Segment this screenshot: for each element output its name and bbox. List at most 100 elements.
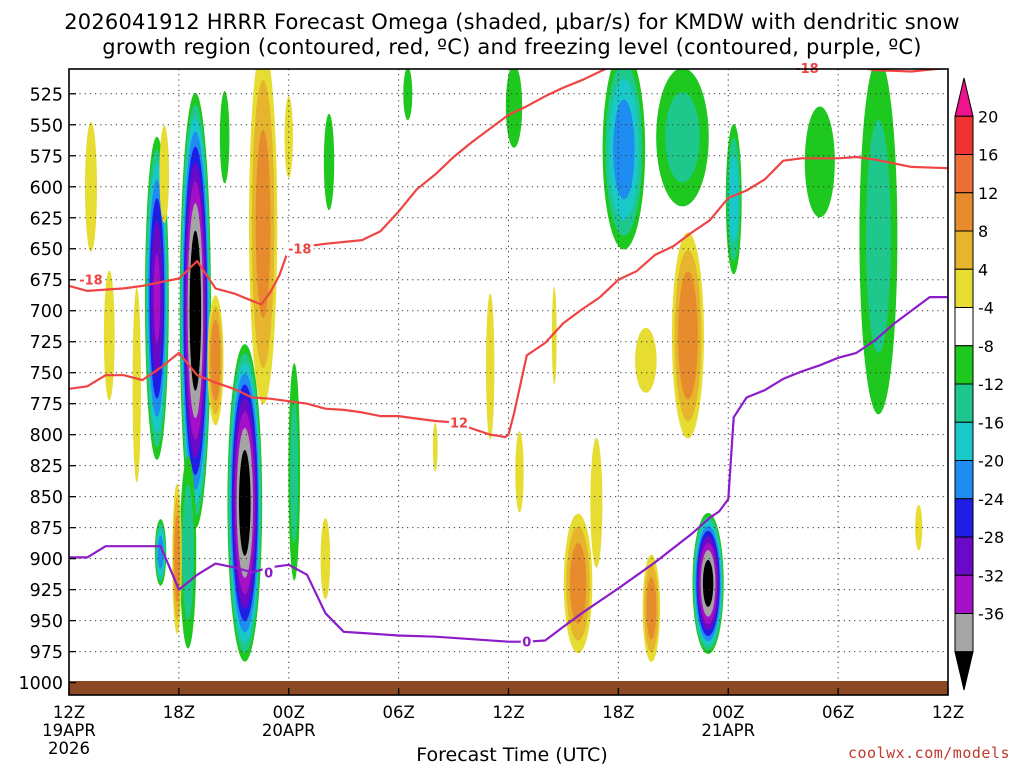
colorbar-label: -16 bbox=[978, 413, 1004, 432]
omega-feature-4 bbox=[227, 344, 263, 662]
omega-feature-24 bbox=[320, 518, 331, 600]
x-tick-label: 00Z bbox=[712, 703, 744, 722]
colorbar-label: 4 bbox=[978, 260, 988, 279]
y-tick-label: 700 bbox=[30, 302, 63, 322]
omega-feature-17 bbox=[103, 270, 115, 401]
y-tick-label: 650 bbox=[30, 240, 63, 260]
omega-contour-12 bbox=[210, 319, 221, 401]
omega-contour--8 bbox=[865, 119, 891, 353]
omega-contour-4 bbox=[159, 125, 170, 224]
colorbar-label: -4 bbox=[978, 299, 994, 318]
omega-contour--36 bbox=[189, 230, 202, 391]
contour-line-2 bbox=[69, 296, 948, 643]
colorbar-label: -12 bbox=[978, 375, 1004, 394]
y-tick-label: 725 bbox=[30, 333, 63, 353]
y-tick-label: 825 bbox=[30, 457, 63, 477]
y-tick-label: 850 bbox=[30, 488, 63, 508]
x-tick-year: 2026 bbox=[48, 739, 90, 758]
omega-feature-5 bbox=[288, 363, 301, 581]
omega-feature-18 bbox=[132, 287, 141, 483]
y-tick-label: 625 bbox=[30, 209, 63, 229]
colorbar-label: 16 bbox=[978, 146, 998, 165]
colorbar-segment bbox=[954, 307, 974, 347]
omega-feature-10 bbox=[602, 69, 646, 250]
omega-contour-4 bbox=[915, 504, 923, 551]
contour-label-bg-0 bbox=[76, 272, 105, 287]
y-tick-label: 550 bbox=[30, 116, 63, 136]
x-axis-label: Forecast Time (UTC) bbox=[416, 744, 608, 766]
y-tick-label: 675 bbox=[30, 271, 63, 291]
colorbar-label: 8 bbox=[978, 222, 988, 241]
omega-contour-12 bbox=[255, 129, 271, 319]
omega-contour-12 bbox=[646, 577, 657, 640]
omega-contour-4 bbox=[635, 327, 657, 393]
x-tick-date: 21APR bbox=[701, 721, 755, 740]
contour-label-bg-2 bbox=[792, 60, 821, 75]
y-tick-label: 900 bbox=[30, 550, 63, 570]
y-tick-label: 975 bbox=[30, 643, 63, 663]
omega-feature-3 bbox=[179, 456, 197, 649]
colorbar-label: -24 bbox=[978, 490, 1004, 509]
omega-feature-6 bbox=[219, 90, 230, 184]
contour-label-0: -18 bbox=[79, 274, 103, 289]
omega-contour-4 bbox=[432, 422, 438, 472]
contour-lines bbox=[69, 69, 948, 643]
omega-contour-4 bbox=[132, 287, 141, 483]
omega-feature-8 bbox=[403, 69, 413, 121]
colorbar-label: -36 bbox=[978, 605, 1004, 624]
contour-label-5: 0 bbox=[522, 636, 531, 651]
colorbar-label: 12 bbox=[978, 184, 998, 203]
omega-contour--8 bbox=[182, 484, 194, 621]
colorbar-segment bbox=[954, 345, 974, 385]
x-tick-date: 19APR bbox=[42, 721, 96, 740]
colorbar-label: -8 bbox=[978, 337, 994, 356]
colorbar-segment bbox=[954, 383, 974, 423]
omega-feature-19 bbox=[159, 125, 170, 224]
colorbar-segment bbox=[954, 192, 974, 232]
colorbar-segment bbox=[954, 230, 974, 270]
contour-line-0 bbox=[69, 69, 948, 306]
x-tick-label: 18Z bbox=[163, 703, 195, 722]
omega-contour-4 bbox=[103, 270, 115, 401]
contour-label-bg-5 bbox=[520, 634, 533, 649]
contour-label-4: 0 bbox=[264, 566, 273, 581]
colorbar-segment bbox=[954, 498, 974, 538]
omega-feature-13 bbox=[859, 69, 898, 415]
y-tick-label: 925 bbox=[30, 581, 63, 601]
x-tick-label: 18Z bbox=[602, 703, 634, 722]
y-tick-label: 575 bbox=[30, 147, 63, 167]
omega-contour--4 bbox=[323, 113, 335, 211]
colorbar-segment bbox=[954, 536, 974, 576]
colorbar-label: 20 bbox=[978, 107, 998, 126]
omega-contour--28 bbox=[153, 253, 161, 344]
omega-feature-30 bbox=[642, 554, 661, 662]
contour-label-1: -18 bbox=[288, 243, 312, 258]
chart-title-line-1: 2026041912 HRRR Forecast Omega (shaded, … bbox=[64, 10, 960, 34]
omega-contour--16 bbox=[157, 535, 164, 570]
y-tick-label: 775 bbox=[30, 395, 63, 415]
x-tick-label: 06Z bbox=[382, 703, 414, 722]
y-axis-ticks: 525 550 575 600 625 650 675 700 725 750 775 800 825 8… bbox=[18, 85, 76, 694]
y-tick-label: 800 bbox=[30, 426, 63, 446]
omega-feature-2 bbox=[179, 92, 212, 529]
omega-shading bbox=[84, 69, 923, 662]
x-tick-label: 12Z bbox=[53, 703, 85, 722]
colorbar-segment bbox=[954, 651, 974, 691]
x-tick-label: 12Z bbox=[492, 703, 524, 722]
colorbar: 20 16 12 8 4 -4 -8 -12 -16 -20 -24 -28 -32 -36 bbox=[954, 77, 1004, 691]
contour-label-bg-3 bbox=[449, 415, 470, 430]
colorbar-segment bbox=[954, 421, 974, 461]
contour-label-bg-1 bbox=[285, 241, 314, 256]
omega-feature-27 bbox=[515, 431, 524, 513]
omega-contour--36 bbox=[702, 559, 714, 607]
omega-feature-25 bbox=[432, 422, 438, 472]
omega-feature-0 bbox=[144, 136, 169, 460]
y-tick-label: 525 bbox=[30, 85, 63, 105]
colorbar-segment bbox=[954, 115, 974, 155]
colorbar-segment bbox=[954, 77, 974, 117]
omega-contour--4 bbox=[403, 69, 413, 121]
colorbar-label: -32 bbox=[978, 566, 1004, 585]
omega-feature-11 bbox=[656, 69, 709, 207]
